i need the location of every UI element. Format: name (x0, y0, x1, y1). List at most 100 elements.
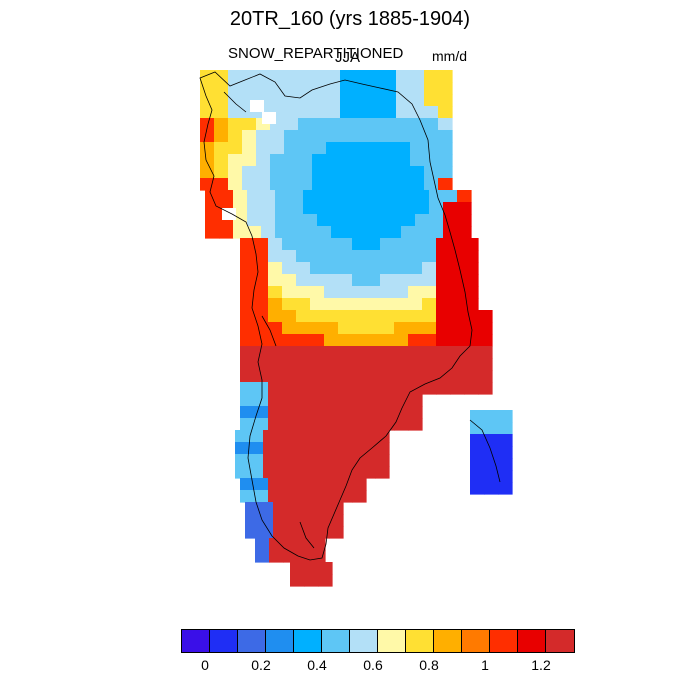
grid-cell (422, 370, 437, 383)
grid-cell (415, 190, 430, 203)
grid-cell (324, 262, 339, 275)
grid-cell (394, 418, 409, 431)
grid-cell (347, 430, 362, 443)
grid-cell (242, 178, 257, 191)
grid-cell (396, 166, 411, 179)
grid-cell (200, 178, 215, 191)
grid-cell (310, 346, 325, 359)
grid-cell (484, 410, 499, 423)
grid-cell (484, 470, 499, 483)
grid-cell (408, 262, 423, 275)
grid-cell (249, 442, 264, 455)
grid-cell (205, 190, 220, 203)
grid-cell (429, 226, 444, 239)
grid-cell (408, 274, 423, 287)
grid-cell (368, 118, 383, 131)
grid-cell (297, 538, 312, 551)
grid-cell (394, 394, 409, 407)
grid-cell (310, 358, 325, 371)
grid-cell (298, 82, 313, 95)
grid-cell (200, 118, 215, 131)
grid-cell (380, 358, 395, 371)
grid-cell (424, 82, 439, 95)
colorbar (181, 629, 575, 653)
grid-cell (296, 262, 311, 275)
grid-cell (228, 70, 243, 83)
grid-cell (484, 422, 499, 435)
grid-cell (301, 514, 316, 527)
grid-cell (296, 346, 311, 359)
grid-cell (326, 82, 341, 95)
grid-cell (301, 526, 316, 539)
grid-cell (359, 202, 374, 215)
grid-cell (263, 430, 278, 443)
grid-cell (354, 70, 369, 83)
grid-cell (450, 262, 465, 275)
grid-cell (269, 550, 284, 563)
grid-cell (359, 190, 374, 203)
grid-cell (310, 310, 325, 323)
grid-cell (268, 406, 283, 419)
grid-cell (254, 490, 269, 503)
grid-cell (200, 142, 215, 155)
grid-cell (270, 82, 285, 95)
grid-cell (484, 482, 499, 495)
grid-cell (333, 454, 348, 467)
grid-cell (359, 226, 374, 239)
grid-cell (240, 298, 255, 311)
grid-cell (298, 118, 313, 131)
grid-cell (352, 262, 367, 275)
grid-cell (498, 482, 513, 495)
grid-cell (301, 502, 316, 515)
grid-cell (228, 166, 243, 179)
colorbar-tick-label: 0.2 (251, 657, 271, 673)
grid-cell (366, 298, 381, 311)
grid-cell (261, 202, 276, 215)
grid-cell (318, 574, 333, 587)
grid-cell (259, 514, 274, 527)
grid-cell (338, 250, 353, 263)
grid-cell (470, 482, 485, 495)
grid-cell (361, 442, 376, 455)
grid-cell (312, 154, 327, 167)
grid-cell (394, 382, 409, 395)
grid-cell (270, 166, 285, 179)
grid-cell (394, 286, 409, 299)
grid-cell (401, 202, 416, 215)
grid-cell (214, 166, 229, 179)
grid-cell (457, 226, 472, 239)
grid-cell (340, 82, 355, 95)
grid-cell (200, 70, 215, 83)
grid-cell (205, 226, 220, 239)
grid-cell (290, 562, 305, 575)
grid-cell (408, 322, 423, 335)
grid-cell (366, 418, 381, 431)
grid-cell (282, 382, 297, 395)
grid-cell (366, 370, 381, 383)
grid-cell (443, 214, 458, 227)
grid-cells (200, 70, 513, 587)
grid-cell (261, 226, 276, 239)
grid-cell (331, 190, 346, 203)
grid-cell (366, 250, 381, 263)
grid-cell (233, 214, 248, 227)
grid-cell (290, 574, 305, 587)
grid-cell (310, 418, 325, 431)
grid-cell (373, 202, 388, 215)
grid-cell (408, 286, 423, 299)
grid-cell (424, 154, 439, 167)
grid-cell (422, 346, 437, 359)
grid-cell (254, 298, 269, 311)
grid-cell (317, 214, 332, 227)
grid-cell (450, 250, 465, 263)
coastline-segment (261, 315, 277, 347)
coastline-segment (223, 91, 247, 113)
grid-cell (382, 130, 397, 143)
grid-cell (312, 70, 327, 83)
grid-cell (228, 94, 243, 107)
grid-cell (256, 70, 271, 83)
grid-cell (270, 130, 285, 143)
grid-cell (380, 406, 395, 419)
grid-cell (429, 214, 444, 227)
grid-cell (282, 406, 297, 419)
